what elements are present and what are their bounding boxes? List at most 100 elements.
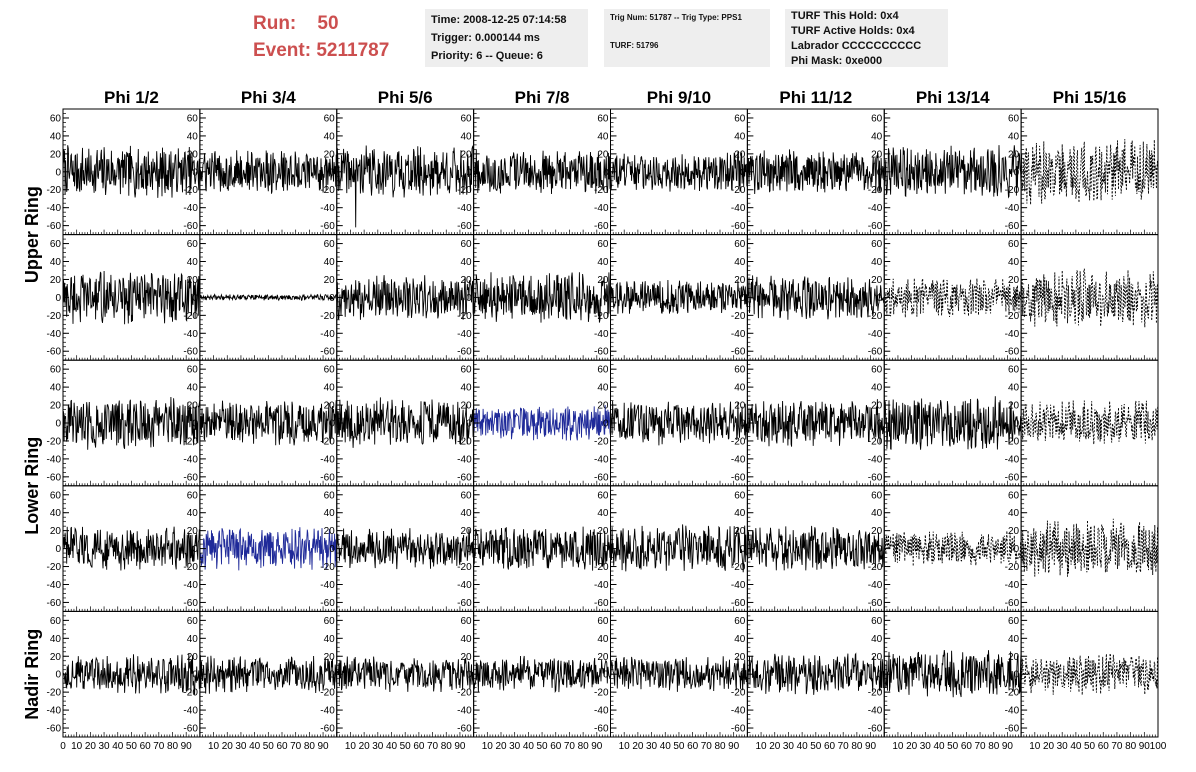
x-tick-label: 70	[1111, 741, 1123, 752]
waveform-trace	[473, 149, 611, 195]
turf-active-holds-text: TURF Active Holds: 0x4	[791, 25, 915, 37]
y-tick-label: -20	[183, 562, 198, 573]
y-tick-label: 20	[461, 526, 473, 537]
y-tick-label: 60	[324, 490, 336, 501]
y-tick-label: 20	[461, 275, 473, 286]
y-tick-label: 40	[597, 634, 609, 645]
waveform-trace	[883, 649, 1022, 698]
y-tick-label: 0	[877, 544, 883, 555]
x-tick-label: 100	[1150, 741, 1167, 752]
y-tick-label: -40	[457, 454, 472, 465]
x-tick-label: 60	[550, 741, 562, 752]
y-tick-label: 0	[740, 293, 746, 304]
waveform-trace	[746, 149, 885, 195]
waveform-trace	[746, 652, 885, 695]
y-tick-label: 0	[877, 419, 883, 430]
x-tick-label: 60	[961, 741, 973, 752]
x-tick-label: 20	[222, 741, 234, 752]
y-tick-label: 0	[740, 419, 746, 430]
y-tick-label: 0	[55, 670, 61, 681]
y-tick-label: -60	[457, 472, 472, 483]
waveform-trace	[336, 275, 475, 321]
y-tick-label: -60	[1005, 724, 1020, 735]
y-tick-label: -60	[594, 472, 609, 483]
y-tick-label: -40	[594, 329, 609, 340]
y-tick-label: -20	[1005, 562, 1020, 573]
y-tick-label: -40	[320, 203, 335, 214]
y-tick-label: -40	[457, 706, 472, 717]
x-tick-label: 60	[687, 741, 699, 752]
x-tick-label: 60	[276, 741, 288, 752]
waveform-trace	[883, 145, 1022, 199]
panel-frame	[1020, 485, 1159, 612]
y-tick-label: -20	[457, 185, 472, 196]
y-tick-label: -60	[731, 221, 746, 232]
y-tick-label: 40	[461, 634, 473, 645]
y-tick-label: 60	[187, 616, 199, 627]
y-tick-label: -60	[1005, 347, 1020, 358]
y-tick-label: 40	[734, 131, 746, 142]
waveform-trace	[473, 655, 611, 694]
y-tick-label: 60	[597, 239, 609, 250]
event-label: Event:	[253, 40, 312, 61]
y-tick-label: -60	[594, 598, 609, 609]
y-tick-label: -60	[457, 347, 472, 358]
x-tick-label: 10	[345, 741, 357, 752]
y-tick-label: -20	[457, 436, 472, 447]
y-tick-label: -40	[868, 203, 883, 214]
y-tick-label: 40	[461, 383, 473, 394]
y-tick-label: 60	[324, 113, 336, 124]
y-tick-label: -40	[594, 580, 609, 591]
event-row: Event: 5211787	[253, 37, 389, 64]
y-tick-label: 40	[1008, 131, 1020, 142]
y-tick-label: -40	[457, 203, 472, 214]
y-tick-label: 60	[187, 490, 199, 501]
y-tick-label: -20	[47, 311, 62, 322]
x-tick-label: 50	[673, 741, 685, 752]
y-tick-label: -20	[731, 185, 746, 196]
y-tick-label: -20	[868, 436, 883, 447]
panel-frame	[1020, 359, 1159, 487]
y-tick-label: 40	[871, 508, 883, 519]
waveform-trace	[883, 278, 1022, 318]
y-tick-label: 60	[734, 616, 746, 627]
x-tick-label: 30	[99, 741, 111, 752]
y-tick-label: 20	[50, 401, 62, 412]
y-tick-label: 40	[324, 383, 336, 394]
waveform-trace	[473, 272, 611, 323]
waveform-trace	[1020, 139, 1159, 205]
y-tick-label: -20	[1005, 185, 1020, 196]
y-tick-label: 60	[1008, 490, 1020, 501]
y-tick-label: 0	[1014, 670, 1020, 681]
y-tick-label: -60	[868, 724, 883, 735]
waveform-trace	[199, 655, 338, 694]
y-tick-label: -20	[868, 311, 883, 322]
waveform-trace	[610, 151, 748, 192]
y-tick-label: -40	[594, 706, 609, 717]
x-tick-label: 60	[413, 741, 425, 752]
y-tick-label: -60	[1005, 598, 1020, 609]
y-tick-label: -40	[320, 580, 335, 591]
y-tick-label: 40	[1008, 508, 1020, 519]
y-tick-label: 0	[192, 670, 198, 681]
y-tick-label: 0	[1014, 167, 1020, 178]
y-tick-label: -20	[868, 688, 883, 699]
y-tick-label: 20	[597, 652, 609, 663]
waveform-trace	[336, 145, 475, 228]
y-tick-label: 40	[187, 634, 199, 645]
y-tick-label: 0	[192, 544, 198, 555]
waveform-trace	[610, 400, 748, 446]
x-tick-label: 70	[975, 741, 987, 752]
y-tick-label: 40	[1008, 634, 1020, 645]
y-tick-label: -20	[47, 185, 62, 196]
y-tick-label: 60	[187, 113, 199, 124]
row-label: Nadir Ring	[22, 629, 42, 720]
x-tick-label: 0	[60, 741, 66, 752]
x-tick-label: 10	[71, 741, 83, 752]
x-tick-label: 90	[1002, 741, 1014, 752]
y-tick-label: -60	[47, 347, 62, 358]
y-tick-label: 20	[1008, 652, 1020, 663]
x-tick-label: 70	[427, 741, 439, 752]
y-tick-label: 40	[50, 383, 62, 394]
